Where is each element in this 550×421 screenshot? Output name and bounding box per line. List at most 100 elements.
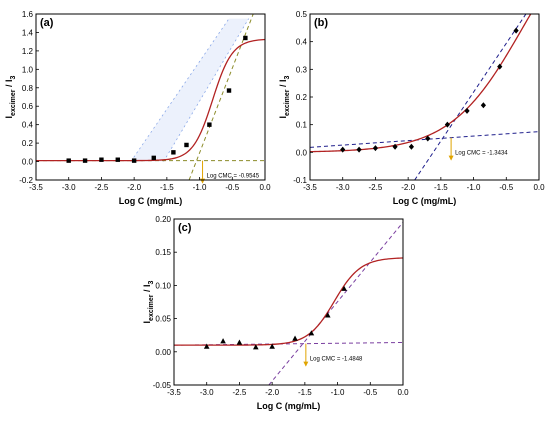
panel-label: (a) <box>40 17 54 29</box>
data-point <box>220 338 226 344</box>
data-point <box>464 107 470 114</box>
data-point <box>513 27 519 34</box>
x-tick-label: -2.0 <box>401 183 415 192</box>
data-point <box>115 157 120 162</box>
chart-panel-a: Log CMC = -0.9545 -3.5 -3.0 -2.5 -2.0 -1.5 -1.… <box>4 10 271 206</box>
y-tick-label: 0.3 <box>296 65 308 74</box>
y-tick-label: 0.2 <box>296 93 308 102</box>
y-axis-title-tail: / I <box>4 79 14 89</box>
data-point <box>151 155 156 161</box>
x-tick-label: -3.5 <box>29 183 43 192</box>
y-tick-label: 0.5 <box>296 10 308 19</box>
x-tick-label: -2.5 <box>95 183 109 192</box>
x-tick-label: -1.5 <box>298 388 312 397</box>
y-tick-label: 1.2 <box>22 47 34 56</box>
y-tick-label: 0.00 <box>155 348 171 357</box>
y-axis-title-main: I <box>4 116 14 119</box>
axes-frame <box>35 13 266 181</box>
data-point <box>425 135 431 142</box>
data-point <box>99 157 104 162</box>
confidence-band <box>130 18 249 162</box>
confidence-band-edge <box>163 18 249 162</box>
y-axis-title-tail: / I <box>142 284 152 294</box>
x-tick-label: -0.5 <box>225 183 239 192</box>
y-tick-label: 0.15 <box>155 248 171 257</box>
data-point <box>497 63 503 70</box>
fit-curve <box>36 38 265 162</box>
y-tick-label: 0.4 <box>22 121 34 130</box>
data-point <box>207 122 212 127</box>
plot-area <box>36 14 265 180</box>
cmc-marker-arrow <box>303 361 309 367</box>
data-point <box>171 150 176 155</box>
panel-label: (b) <box>314 17 328 29</box>
y-axis-title-sub: excimer <box>10 89 17 116</box>
data-point <box>308 330 315 336</box>
y-axis-title-main: I <box>278 116 288 119</box>
y-axis-title: Iexcimer / I3 <box>278 75 291 118</box>
data-point <box>408 143 415 150</box>
chart-panel-b: Log CMC = -1.3434 -3.5 -3.0 -2.5 -2.0 -1.5 -1.… <box>278 10 545 206</box>
data-point <box>184 142 189 148</box>
baseline-tangent-line <box>310 131 539 148</box>
x-tick-label: -2.0 <box>127 183 141 192</box>
cmc-label: Log CMC = -1.4848 <box>310 357 363 363</box>
y-tick-label: 0.05 <box>155 315 171 324</box>
data-point <box>243 35 248 41</box>
data-point <box>66 158 71 163</box>
data-point <box>480 102 486 109</box>
plot-area <box>174 222 403 385</box>
x-tick-label: -3.0 <box>62 183 76 192</box>
data-point <box>269 343 275 349</box>
y-axis-title-tail-sub: 3 <box>148 280 155 284</box>
x-tick-label: -0.5 <box>499 183 513 192</box>
panel-label: (c) <box>178 222 192 234</box>
y-tick-label: 0.2 <box>22 139 34 148</box>
y-tick-label: 0.8 <box>22 84 34 93</box>
x-tick-label: -1.5 <box>434 183 448 192</box>
x-tick-label: -1.0 <box>331 388 345 397</box>
x-tick-label: 0.0 <box>533 183 545 192</box>
x-tick-label: -3.0 <box>336 183 350 192</box>
x-tick-label: -0.5 <box>363 388 377 397</box>
y-axis-title-sub: excimer <box>284 89 291 116</box>
rise-tangent-line <box>188 14 254 180</box>
x-tick-label: -2.0 <box>265 388 279 397</box>
x-tick-label: -1.5 <box>160 183 174 192</box>
data-point <box>356 146 362 153</box>
fit-curve <box>174 257 403 346</box>
cmc-marker-arrow <box>448 155 454 161</box>
x-axis-title: Log C (mg/mL) <box>119 196 183 206</box>
x-axis-title: Log C (mg/mL) <box>393 196 457 206</box>
data-point <box>340 146 346 153</box>
y-tick-label: -0.2 <box>19 176 33 185</box>
data-point <box>203 343 210 349</box>
plot-area <box>310 14 539 180</box>
y-axis-title-tail-sub: 3 <box>284 75 291 79</box>
y-tick-label: -0.1 <box>293 176 307 185</box>
x-tick-label: -2.5 <box>233 388 247 397</box>
y-tick-label: 0.10 <box>155 281 171 290</box>
x-tick-label: 0.0 <box>397 388 409 397</box>
chart-panel-c: Log CMC = -1.4848 -3.5 -3.0 -2.5 -2.0 -1.5 -1.… <box>142 215 409 411</box>
y-tick-label: 0.1 <box>296 121 308 130</box>
data-point <box>392 143 398 150</box>
x-tick-label: 0.0 <box>259 183 271 192</box>
y-tick-label: 0.4 <box>296 38 308 47</box>
y-tick-label: 0.0 <box>296 148 308 157</box>
y-axis-title-tail-sub: 3 <box>10 75 17 79</box>
x-axis-title: Log C (mg/mL) <box>257 401 321 411</box>
y-axis-title-sub: excimer <box>148 294 155 321</box>
x-tick-label: -3.5 <box>303 183 317 192</box>
data-point <box>372 145 379 152</box>
y-tick-label: 0.20 <box>155 215 171 224</box>
rise-tangent-line <box>414 14 527 180</box>
data-point <box>292 335 298 341</box>
x-tick-label: -3.5 <box>167 388 181 397</box>
confidence-band-edge <box>130 18 230 162</box>
rise-tangent-line <box>268 222 403 385</box>
cmc-label: Log CMC = -1.3434 <box>455 151 508 157</box>
x-tick-label: -1.0 <box>467 183 481 192</box>
x-tick-label: -2.5 <box>369 183 383 192</box>
y-axis-title: Iexcimer / I3 <box>142 280 155 323</box>
